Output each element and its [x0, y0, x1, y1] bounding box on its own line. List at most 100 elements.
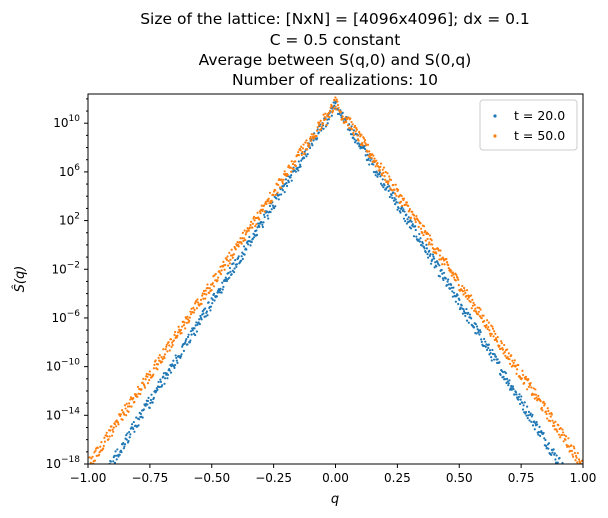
- data-point-series-1: [205, 293, 208, 296]
- data-point-series-1: [99, 449, 102, 452]
- data-point-series-1: [528, 383, 532, 387]
- data-point-series-0: [464, 311, 467, 315]
- data-point-series-0: [379, 175, 382, 178]
- data-point-series-1: [103, 436, 106, 439]
- data-point-series-1: [271, 193, 274, 197]
- data-point-series-0: [195, 330, 198, 333]
- data-point-series-1: [381, 168, 384, 171]
- data-point-series-1: [204, 289, 207, 292]
- data-point-series-1: [254, 216, 257, 220]
- data-point-series-1: [478, 315, 482, 318]
- data-point-series-1: [219, 265, 222, 268]
- data-point-series-0: [487, 343, 490, 346]
- data-point-series-0: [438, 275, 442, 278]
- data-point-series-0: [560, 469, 562, 471]
- data-point-series-0: [317, 132, 320, 135]
- data-point-series-0: [123, 443, 127, 446]
- data-point-series-0: [322, 127, 325, 130]
- data-point-series-0: [468, 313, 472, 316]
- data-point-series-1: [128, 402, 131, 405]
- data-point-series-0: [147, 396, 150, 399]
- data-point-series-0: [447, 283, 450, 286]
- data-point-series-0: [126, 432, 129, 435]
- data-point-series-1: [189, 313, 193, 316]
- data-point-series-0: [417, 238, 420, 241]
- data-point-series-0: [164, 371, 167, 375]
- data-point-series-0: [407, 216, 410, 219]
- data-point-series-0: [530, 420, 533, 423]
- data-point-series-1: [217, 270, 220, 273]
- data-point-series-0: [564, 467, 566, 469]
- data-point-series-1: [567, 445, 571, 448]
- data-point-series-0: [376, 175, 379, 178]
- data-point-series-0: [522, 404, 525, 407]
- data-point-series-1: [559, 427, 562, 430]
- data-point-series-1: [381, 174, 384, 177]
- data-point-series-1: [564, 438, 567, 441]
- data-point-series-0: [490, 356, 493, 359]
- data-point-series-0: [89, 502, 91, 504]
- data-point-series-0: [511, 385, 515, 388]
- data-point-series-0: [479, 331, 482, 334]
- data-point-series-1: [344, 116, 347, 119]
- data-point-series-1: [274, 193, 277, 196]
- data-point-series-1: [181, 325, 184, 328]
- x-tick-label: 0.25: [384, 471, 411, 485]
- data-point-series-0: [364, 154, 367, 157]
- data-point-series-0: [487, 346, 490, 350]
- data-point-series-0: [214, 295, 217, 298]
- data-point-series-0: [93, 492, 95, 494]
- data-point-series-0: [461, 312, 465, 315]
- data-point-series-0: [298, 165, 301, 169]
- data-point-series-1: [461, 290, 465, 293]
- data-point-series-1: [195, 307, 198, 310]
- data-point-series-0: [493, 353, 496, 356]
- data-point-series-0: [571, 486, 573, 488]
- data-point-series-1: [191, 310, 194, 314]
- data-point-series-1: [189, 310, 192, 313]
- data-point-series-0: [433, 266, 436, 269]
- y-tick-label: 10−14: [46, 406, 81, 422]
- data-point-series-1: [321, 123, 324, 126]
- data-point-series-0: [489, 351, 492, 355]
- data-point-series-1: [310, 133, 313, 136]
- data-point-series-0: [379, 182, 383, 185]
- data-point-series-0: [201, 309, 204, 313]
- data-point-series-0: [412, 235, 416, 238]
- data-point-series-0: [477, 331, 480, 334]
- data-point-series-0: [531, 413, 534, 416]
- data-point-series-1: [392, 183, 395, 187]
- data-point-series-1: [512, 361, 515, 364]
- data-point-series-0: [368, 163, 371, 166]
- data-point-series-0: [465, 319, 469, 322]
- data-point-series-1: [345, 120, 348, 124]
- data-point-series-1: [470, 307, 473, 310]
- data-point-series-0: [581, 501, 583, 503]
- data-point-series-0: [367, 157, 370, 160]
- data-point-series-1: [90, 457, 93, 460]
- data-point-series-1: [533, 397, 536, 400]
- data-point-series-1: [552, 421, 555, 424]
- data-point-series-0: [128, 430, 131, 434]
- data-point-series-1: [363, 141, 366, 144]
- data-point-series-1: [290, 160, 293, 163]
- data-point-series-0: [504, 378, 507, 381]
- data-point-series-0: [561, 461, 564, 464]
- data-point-series-0: [191, 329, 194, 332]
- data-point-series-0: [464, 314, 467, 317]
- data-point-series-0: [123, 445, 126, 448]
- data-point-series-1: [123, 404, 127, 407]
- data-point-series-1: [533, 393, 536, 396]
- data-point-series-1: [368, 155, 371, 159]
- data-point-series-1: [243, 229, 246, 232]
- data-point-series-0: [161, 376, 164, 379]
- data-point-series-1: [157, 356, 160, 359]
- y-tick-label: 10−6: [51, 309, 80, 325]
- data-point-series-1: [428, 234, 432, 237]
- data-point-series-0: [441, 277, 444, 280]
- data-point-series-0: [518, 393, 521, 396]
- data-point-series-1: [388, 175, 391, 178]
- data-point-series-0: [290, 179, 293, 182]
- data-point-series-1: [242, 239, 245, 243]
- data-point-series-0: [156, 385, 160, 388]
